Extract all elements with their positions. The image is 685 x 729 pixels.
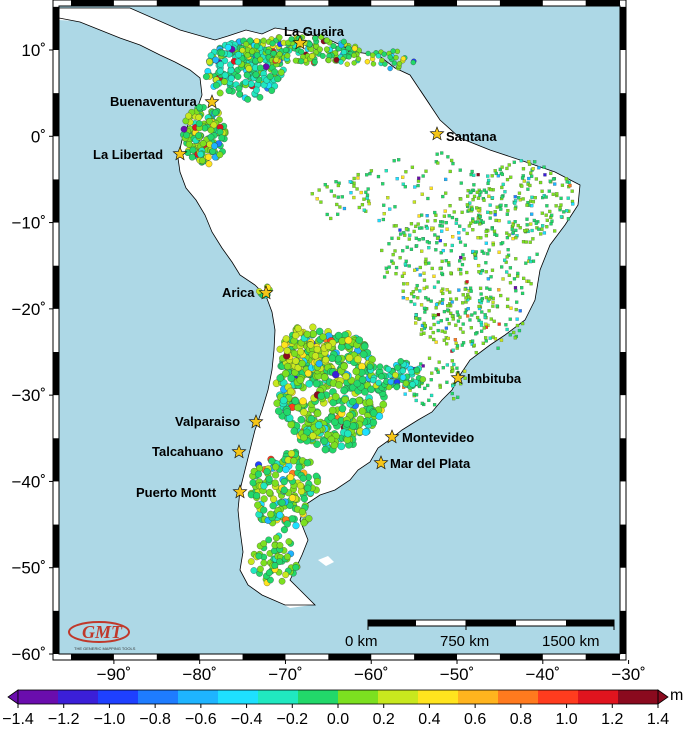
scale-label-0: 0 km — [345, 633, 378, 650]
port-star-icon — [232, 484, 248, 499]
colorbar-tick-label: 0.8 — [510, 711, 532, 728]
colorbar-tick-label: −1.2 — [48, 711, 80, 728]
scale-label-750: 750 km — [440, 633, 489, 650]
colorbar-swatch — [218, 690, 259, 704]
lon-tick-label: −60˚ — [354, 665, 389, 684]
port-star-icon — [373, 455, 389, 470]
lon-tick-label: −70˚ — [268, 665, 303, 684]
port-label: Arica — [222, 285, 255, 300]
colorbar-low-arrow — [7, 689, 19, 705]
station-markers — [180, 34, 575, 587]
lat-tick-label: −40˚ — [12, 472, 47, 491]
colorbar-swatch — [58, 690, 99, 704]
lat-tick-label: 0˚ — [31, 127, 46, 146]
port-star-icon — [450, 370, 466, 385]
colorbar-swatch — [138, 690, 179, 704]
colorbar-swatch — [178, 690, 219, 704]
falkland-islands — [318, 556, 334, 566]
colorbar: −1.4 −1.2 −1.0 −0.8 −0.6 −0.4 −0.2 0.0 0.2 0.4 0.6… — [2, 689, 669, 728]
port-label: Buenaventura — [110, 94, 197, 109]
colorbar-swatch — [418, 690, 459, 704]
port-label: Santana — [446, 129, 497, 144]
colorbar-swatch — [538, 690, 579, 704]
colorbar-tick-label: 1.4 — [647, 711, 669, 728]
colorbar-swatch — [98, 690, 139, 704]
port-label: Imbituba — [467, 371, 522, 386]
port-star-icon — [429, 126, 445, 141]
colorbar-tick-label: −0.4 — [231, 711, 263, 728]
colorbar-tick-label: −1.0 — [94, 711, 126, 728]
colorbar-unit: m — [670, 687, 683, 704]
port-markers: La Guaira Buenaventura Santana La Libertad A… — [93, 24, 522, 500]
colorbar-swatch — [458, 690, 499, 704]
map-frame — [52, 0, 627, 661]
colorbar-swatch — [378, 690, 419, 704]
gmt-logo: GMT THE GENERIC MAPPING TOOLS — [68, 621, 136, 651]
lon-tick-label: −40˚ — [526, 665, 561, 684]
lat-tick-label: −60˚ — [12, 645, 47, 664]
colorbar-swatch — [498, 690, 539, 704]
colorbar-swatch — [298, 690, 339, 704]
latitude-tick-labels: 10˚ 0˚ −10˚ −20˚ −30˚ −40˚ −50˚ −60˚ — [12, 41, 53, 664]
colorbar-tick-label: −1.4 — [2, 711, 34, 728]
lat-tick-label: 10˚ — [21, 41, 46, 60]
lon-tick-label: −50˚ — [440, 665, 475, 684]
colorbar-swatch — [258, 690, 299, 704]
colorbar-swatch — [338, 690, 379, 704]
colorbar-tick-label: −0.2 — [276, 711, 308, 728]
lat-tick-label: −30˚ — [12, 386, 47, 405]
port-star-icon — [292, 35, 308, 50]
port-star-icon — [204, 94, 220, 109]
port-label: Valparaiso — [175, 414, 240, 429]
colorbar-swatch — [578, 690, 619, 704]
port-label: Montevideo — [402, 430, 474, 445]
colorbar-tick-label: 0.2 — [373, 711, 395, 728]
port-star-icon — [172, 146, 188, 161]
colorbar-swatch — [18, 690, 59, 704]
colorbar-tick-label: 0.4 — [418, 711, 440, 728]
port-label: Puerto Montt — [136, 485, 217, 500]
lon-tick-label: −90˚ — [97, 665, 132, 684]
port-label: Mar del Plata — [390, 456, 471, 471]
colorbar-tick-label: −0.6 — [185, 711, 217, 728]
lon-tick-label: −30˚ — [611, 665, 646, 684]
logo-caption: THE GENERIC MAPPING TOOLS — [74, 646, 136, 651]
port-label: La Libertad — [93, 147, 163, 162]
lat-tick-label: −20˚ — [12, 300, 47, 319]
port-label: La Guaira — [284, 24, 345, 39]
port-star-icon — [258, 285, 274, 300]
port-star-icon — [231, 444, 247, 459]
port-star-icon — [248, 414, 264, 429]
logo-initials: GMT — [82, 622, 123, 642]
scale-label-1500: 1500 km — [542, 633, 600, 650]
colorbar-high-arrow — [657, 689, 669, 705]
scale-bar: 0 km 750 km 1500 km — [345, 619, 615, 650]
colorbar-tick-label: 0.6 — [464, 711, 486, 728]
port-star-icon — [384, 429, 400, 444]
lat-tick-label: −50˚ — [12, 559, 47, 578]
colorbar-tick-label: −0.8 — [139, 711, 171, 728]
lat-tick-label: −10˚ — [12, 214, 47, 233]
colorbar-tick-label: 1.0 — [555, 711, 577, 728]
colorbar-tick-label: 0.0 — [327, 711, 349, 728]
colorbar-swatch — [618, 690, 659, 704]
colorbar-tick-label: 1.2 — [601, 711, 623, 728]
longitude-tick-labels: −90˚ −80˚ −70˚ −60˚ −50˚ −40˚ −30˚ — [97, 660, 646, 684]
lon-tick-label: −80˚ — [182, 665, 217, 684]
port-label: Talcahuano — [152, 444, 223, 459]
